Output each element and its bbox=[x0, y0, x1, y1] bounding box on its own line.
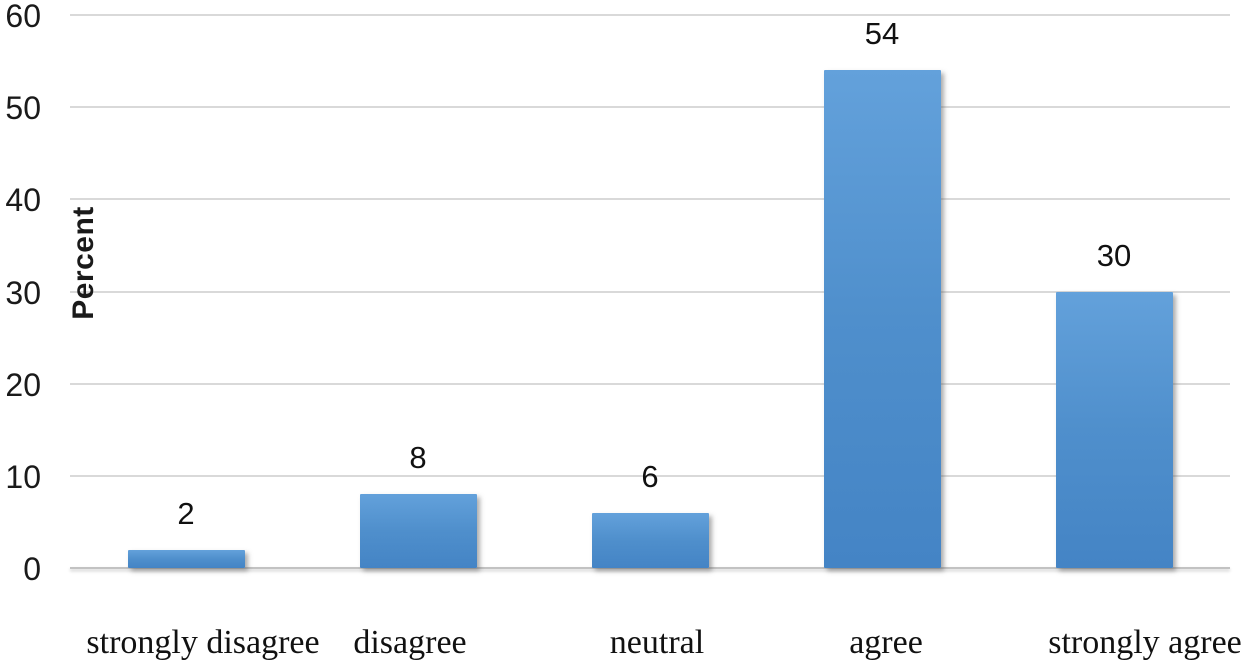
y-tick-label: 20 bbox=[5, 366, 41, 403]
gridline bbox=[70, 106, 1230, 109]
x-axis-baseline bbox=[70, 567, 1230, 569]
gridline bbox=[70, 290, 1230, 293]
y-tick-label: 40 bbox=[5, 182, 41, 219]
bar bbox=[1055, 291, 1173, 568]
x-category-label: agree bbox=[849, 624, 923, 661]
y-tick-label: 10 bbox=[5, 458, 41, 495]
bar bbox=[127, 549, 245, 568]
y-tick-label: 60 bbox=[5, 0, 41, 34]
x-category-label: strongly agree bbox=[1048, 624, 1242, 661]
y-tick-label: 0 bbox=[23, 551, 41, 587]
bar-value-label: 8 bbox=[409, 440, 427, 476]
bar-value-label: 30 bbox=[1096, 237, 1132, 273]
bar bbox=[359, 494, 477, 568]
bar-value-label: 6 bbox=[641, 458, 659, 494]
bar bbox=[823, 70, 941, 568]
x-category-label: neutral bbox=[609, 624, 705, 661]
gridline bbox=[70, 382, 1230, 385]
bar bbox=[591, 512, 709, 568]
y-tick-label: 30 bbox=[5, 274, 41, 311]
gridline bbox=[70, 474, 1230, 477]
bar-value-label: 2 bbox=[177, 495, 195, 531]
gridline bbox=[70, 14, 1230, 16]
y-axis-title: Percent bbox=[67, 206, 100, 320]
y-tick-label: 50 bbox=[5, 90, 41, 127]
x-category-label: strongly disagree bbox=[86, 624, 320, 661]
gridline bbox=[70, 198, 1230, 201]
bar-value-label: 54 bbox=[864, 16, 900, 52]
x-category-label: disagree bbox=[353, 624, 467, 661]
